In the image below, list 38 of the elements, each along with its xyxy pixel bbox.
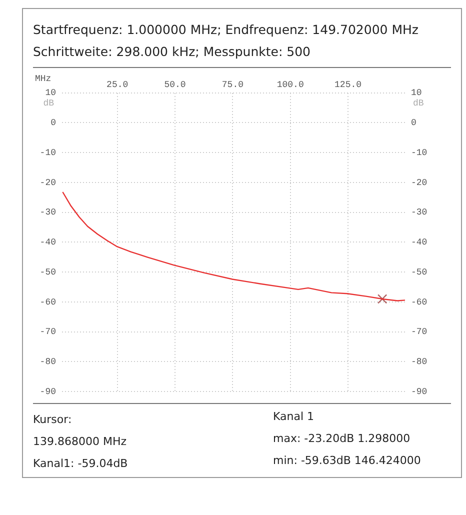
x-tick-label: 75.0 bbox=[222, 80, 244, 90]
y-tick-label: -80 bbox=[40, 357, 56, 368]
text: Kursor: bbox=[33, 412, 73, 428]
y2-tick-label: -70 bbox=[411, 327, 428, 338]
y2-tick-label: -60 bbox=[411, 297, 428, 308]
x-tick-label: 125.0 bbox=[334, 80, 362, 90]
y2-tick-label: -20 bbox=[411, 178, 428, 188]
text: max: -23.20dB 1.298000 bbox=[273, 431, 412, 447]
y-tick-label: -50 bbox=[40, 267, 56, 278]
text: Kanal 1 bbox=[273, 409, 316, 425]
y-tick-label: 10 bbox=[45, 88, 56, 98]
y2-tick-label: -40 bbox=[411, 238, 428, 248]
y-tick-label: -40 bbox=[40, 238, 56, 248]
y-axis-title: dB bbox=[43, 98, 55, 109]
text: Kanal1: -59.04dB bbox=[33, 456, 129, 472]
y-tick-label: -70 bbox=[40, 327, 56, 338]
y2-tick-label: -10 bbox=[411, 148, 428, 158]
y-tick-label: -30 bbox=[40, 208, 56, 218]
y2-axis-title: dB bbox=[413, 98, 424, 109]
y-tick-label: -90 bbox=[40, 386, 56, 397]
x-tick-label: 100.0 bbox=[276, 80, 304, 90]
y2-tick-label: 0 bbox=[411, 118, 416, 128]
x-tick-label: 25.0 bbox=[106, 80, 128, 90]
y2-tick-label: -80 bbox=[411, 357, 428, 368]
x-axis-title: MHz bbox=[35, 74, 52, 84]
y2-tick-label: 10 bbox=[411, 88, 422, 98]
y2-tick-label: -50 bbox=[411, 267, 428, 278]
x-tick-label: 50.0 bbox=[164, 80, 186, 90]
y-tick-label: -60 bbox=[40, 297, 56, 308]
chart-subtitle: Schrittweite: 298.000 kHz; Messpunkte: 500 bbox=[33, 43, 312, 61]
chart-title: Startfrequenz: 1.000000 MHz; Endfrequenz: 149.702000 MHz bbox=[33, 21, 420, 39]
y2-tick-label: -90 bbox=[411, 386, 428, 397]
y-tick-label: -20 bbox=[40, 178, 56, 188]
text: 139.868000 MHz bbox=[33, 434, 128, 450]
text: min: -59.63dB 146.424000 bbox=[273, 453, 421, 469]
y2-tick-label: -30 bbox=[411, 208, 428, 218]
y-tick-label: 0 bbox=[50, 118, 56, 128]
y-tick-label: -10 bbox=[40, 148, 56, 158]
